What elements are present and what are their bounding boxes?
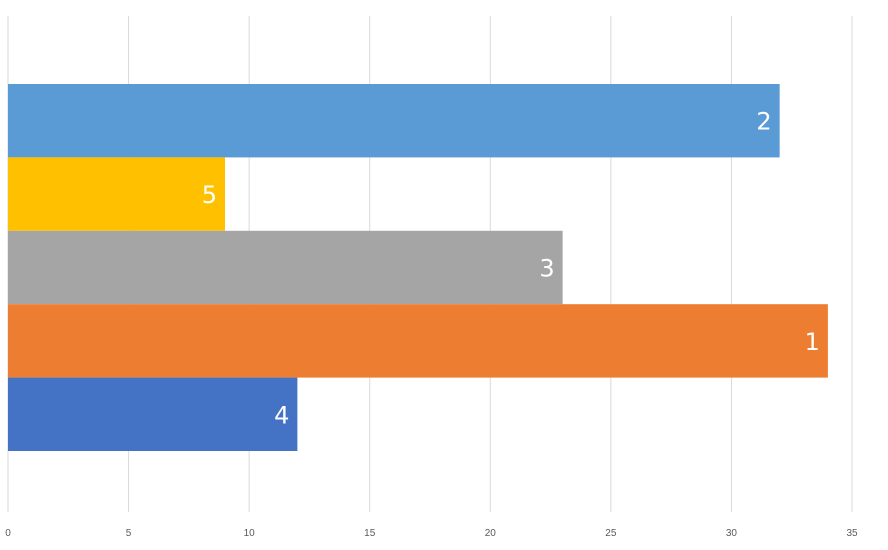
x-tick-label: 35 <box>846 528 858 539</box>
x-tick-label: 10 <box>244 528 256 539</box>
bar-data-label: 3 <box>539 255 554 283</box>
x-tick-label: 20 <box>485 528 497 539</box>
bar <box>8 84 780 158</box>
bar <box>8 157 226 231</box>
x-tick-label: 15 <box>364 528 376 539</box>
bar-data-label: 2 <box>756 108 771 136</box>
x-axis-tick-labels: 0 5 10 15 20 25 30 35 <box>5 528 858 539</box>
x-tick-label: 0 <box>5 528 11 539</box>
bar-data-label: 4 <box>274 401 289 429</box>
bar <box>8 304 828 378</box>
bar <box>8 377 298 451</box>
x-tick-label: 30 <box>726 528 738 539</box>
bar-data-label: 5 <box>202 181 217 209</box>
bars <box>8 84 828 451</box>
x-tick-label: 5 <box>126 528 132 539</box>
x-tick-label: 25 <box>605 528 617 539</box>
bar <box>8 230 563 305</box>
bar-data-label: 1 <box>805 328 820 356</box>
data-labels: 2 5 3 1 4 <box>202 108 820 430</box>
